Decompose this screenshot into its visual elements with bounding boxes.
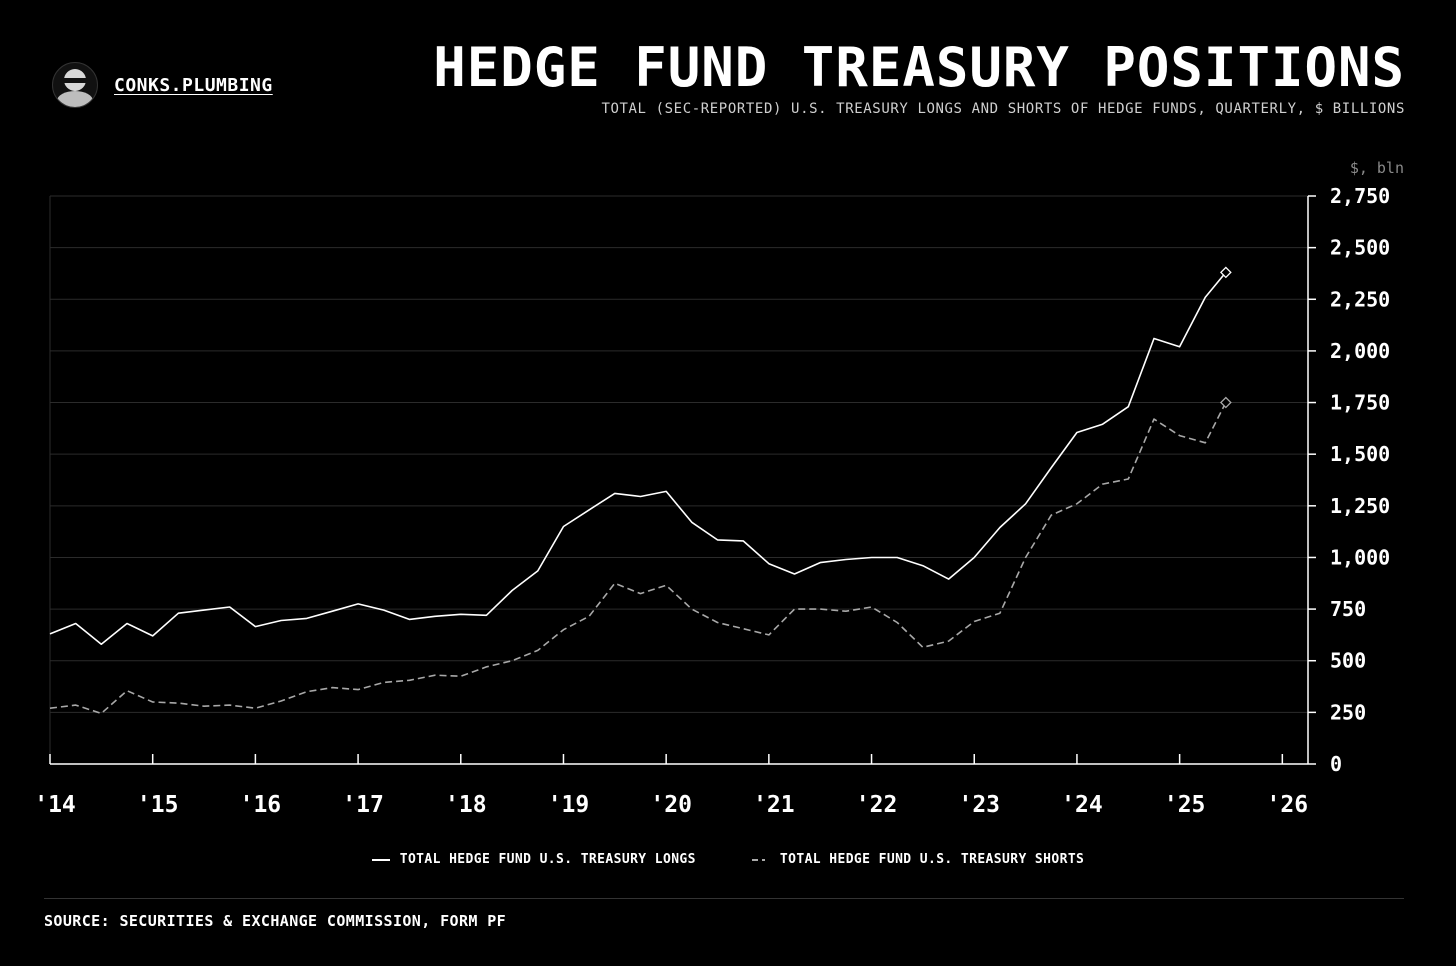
y-tick-label: 2,000	[1330, 339, 1390, 363]
x-tick-label: '24	[1061, 792, 1103, 818]
y-tick-label: 2,750	[1330, 184, 1390, 208]
chart-subtitle: TOTAL (SEC-REPORTED) U.S. TREASURY LONGS…	[601, 101, 1405, 117]
longs-line	[49, 271, 1227, 646]
legend: TOTAL HEDGE FUND U.S. TREASURY LONGS TOT…	[0, 852, 1456, 867]
y-tick-label: 750	[1330, 597, 1366, 621]
legend-item-shorts: TOTAL HEDGE FUND U.S. TREASURY SHORTS	[751, 852, 1085, 867]
x-tick-label: '17	[342, 792, 384, 818]
y-tick-label: 2,250	[1330, 287, 1390, 311]
tick-labels: 0 250 500 750 1,000 1,250 1,500 1,750 2,000 2,250…	[34, 159, 1404, 818]
legend-item-longs: TOTAL HEDGE FUND U.S. TREASURY LONGS	[371, 852, 696, 867]
y-tick-label: 250	[1330, 700, 1366, 724]
y-tick-label: 1,000	[1330, 545, 1390, 569]
shorts-end-marker	[1219, 396, 1232, 409]
source-note: SOURCE: SECURITIES & EXCHANGE COMMISSION…	[44, 912, 507, 930]
x-tick-label: '15	[137, 792, 179, 818]
x-tick-label: '14	[34, 792, 76, 818]
footer-divider	[44, 898, 1404, 899]
y-tick-label: 2,500	[1330, 236, 1390, 260]
y-axis-unit-label: $, bln	[1350, 159, 1404, 177]
legend-label-shorts: TOTAL HEDGE FUND U.S. TREASURY SHORTS	[779, 852, 1085, 867]
x-tick-label: '26	[1267, 792, 1309, 818]
y-tick-label: 500	[1330, 649, 1366, 673]
x-tick-label: '16	[240, 792, 282, 818]
solid-line-swatch-icon	[371, 858, 390, 861]
dashed-line-swatch-icon	[751, 858, 770, 861]
x-tick-label: '20	[650, 792, 692, 818]
x-tick-label: '25	[1164, 792, 1206, 818]
series-lines	[49, 266, 1232, 715]
shorts-line	[49, 402, 1227, 715]
x-tick-label: '22	[856, 792, 898, 818]
y-tick-label: 1,250	[1330, 494, 1390, 518]
y-tick-label: 1,500	[1330, 442, 1390, 466]
brand-link[interactable]: CONKS.PLUMBING	[114, 74, 273, 96]
chart-title: HEDGE FUND TREASURY POSITIONS	[433, 36, 1405, 99]
brand: CONKS.PLUMBING	[52, 62, 273, 108]
longs-end-marker	[1219, 266, 1232, 279]
axes	[49, 195, 1316, 765]
x-tick-label: '19	[548, 792, 590, 818]
ninja-avatar-icon	[52, 62, 98, 108]
legend-label-longs: TOTAL HEDGE FUND U.S. TREASURY LONGS	[399, 852, 696, 867]
y-tick-label: 0	[1330, 752, 1342, 776]
x-tick-label: '23	[958, 792, 1000, 818]
gridlines	[49, 195, 1308, 764]
x-tick-label: '18	[445, 792, 487, 818]
y-tick-label: 1,750	[1330, 391, 1390, 415]
x-tick-label: '21	[753, 792, 795, 818]
